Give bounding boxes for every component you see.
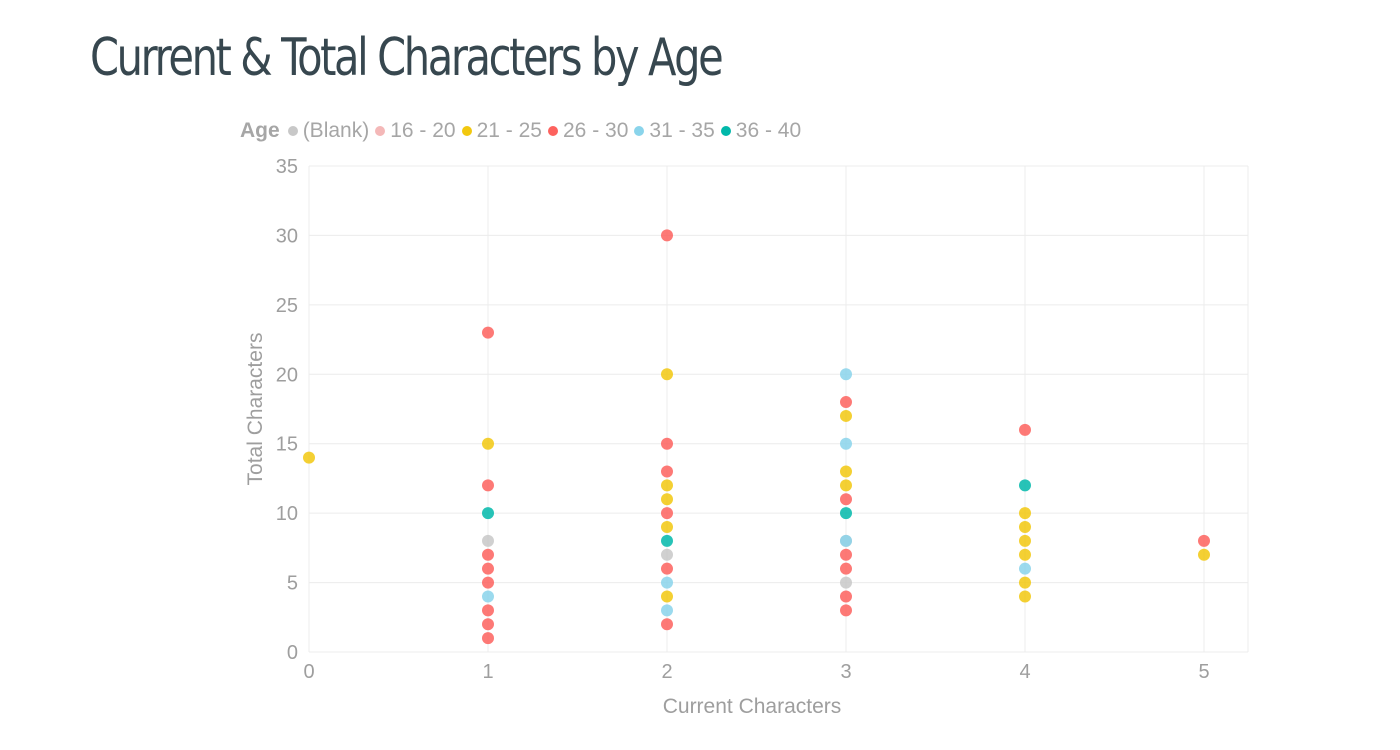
scatter-point[interactable] [1019, 534, 1031, 547]
scatter-point[interactable] [303, 451, 315, 464]
y-tick-label: 25 [276, 295, 298, 317]
y-tick-label: 30 [276, 225, 298, 247]
scatter-point[interactable] [1198, 534, 1210, 547]
grid-layer [308, 165, 1249, 653]
legend-marker-icon [634, 126, 645, 136]
scatter-point[interactable] [1019, 576, 1031, 589]
scatter-point[interactable] [840, 562, 852, 575]
y-tick-label: 15 [276, 434, 298, 456]
scatter-point[interactable] [840, 396, 852, 409]
legend-label: 36 - 40 [735, 119, 802, 142]
scatter-point[interactable] [661, 618, 673, 631]
scatter-point[interactable] [840, 534, 852, 547]
legend-item-26-30[interactable]: 26 - 30 [548, 119, 628, 143]
y-tick-label: 0 [287, 642, 298, 664]
scatter-point[interactable] [482, 507, 494, 520]
scatter-point[interactable] [1019, 562, 1031, 575]
legend-label: 31 - 35 [649, 119, 715, 142]
scatter-point[interactable] [482, 562, 494, 575]
y-tick-label: 35 [276, 156, 298, 178]
scatter-point[interactable] [661, 479, 673, 492]
legend-marker-icon [287, 126, 298, 136]
x-tick-label: 0 [303, 661, 314, 683]
y-tick-label: 20 [276, 364, 298, 386]
legend-marker-icon [548, 126, 558, 136]
x-tick-label: 4 [1019, 661, 1030, 683]
scatter-point[interactable] [482, 604, 494, 617]
legend-label: (Blank) [302, 119, 370, 142]
scatter-point[interactable] [482, 590, 494, 603]
chart-legend: Age (Blank) 16 - 20 21 - 25 26 - 30 31 -… [240, 119, 807, 143]
legend-marker-icon [720, 126, 731, 136]
x-axis-title: Current Characters [663, 695, 842, 718]
scatter-point[interactable] [1019, 507, 1031, 520]
scatter-point[interactable] [840, 507, 852, 520]
tick-layer: 0 5 10 15 20 25 30 35 0 1 2 3 4 5 [276, 156, 1210, 683]
scatter-point[interactable] [840, 493, 852, 506]
x-tick-label: 3 [840, 661, 851, 683]
scatter-point[interactable] [840, 409, 852, 422]
scatter-point[interactable] [482, 576, 494, 589]
scatter-point[interactable] [1019, 521, 1031, 534]
point-layer [303, 229, 1210, 645]
scatter-point[interactable] [482, 437, 494, 450]
scatter-point[interactable] [661, 562, 673, 575]
scatter-point[interactable] [840, 590, 852, 603]
scatter-point[interactable] [661, 534, 673, 547]
scatter-point[interactable] [661, 548, 673, 561]
scatter-point[interactable] [661, 590, 673, 603]
scatter-point[interactable] [482, 326, 494, 339]
legend-item-31-35[interactable]: 31 - 35 [634, 119, 715, 143]
x-tick-label: 2 [661, 661, 672, 683]
scatter-point[interactable] [840, 576, 852, 589]
legend-item-36-40[interactable]: 36 - 40 [720, 119, 802, 143]
legend-item-blank[interactable]: (Blank) [287, 119, 370, 143]
y-axis-title: Total Characters [244, 333, 267, 486]
x-tick-label: 5 [1198, 661, 1209, 683]
scatter-point[interactable] [1019, 590, 1031, 603]
scatter-point[interactable] [661, 576, 673, 589]
scatter-point[interactable] [840, 548, 852, 561]
scatter-point[interactable] [482, 632, 494, 645]
legend-item-21-25[interactable]: 21 - 25 [461, 119, 542, 143]
scatter-point[interactable] [482, 548, 494, 561]
legend-marker-icon [461, 126, 472, 136]
scatter-point[interactable] [661, 368, 673, 381]
scatter-point[interactable] [661, 507, 673, 520]
y-tick-label: 10 [276, 503, 298, 525]
legend-marker-icon [375, 126, 386, 136]
x-tick-label: 1 [482, 661, 493, 683]
scatter-point[interactable] [661, 465, 673, 478]
y-tick-label: 5 [287, 573, 298, 595]
scatter-point[interactable] [840, 604, 852, 617]
scatter-point[interactable] [661, 493, 673, 506]
page-title: Current & Total Characters by Age [90, 28, 724, 88]
scatter-point[interactable] [661, 521, 673, 534]
scatter-point[interactable] [1019, 548, 1031, 561]
legend-label: 16 - 20 [390, 119, 456, 142]
scatter-point[interactable] [1019, 479, 1031, 492]
scatter-point[interactable] [840, 437, 852, 450]
legend-label: 26 - 30 [563, 119, 629, 142]
scatter-point[interactable] [1019, 423, 1031, 436]
scatter-point[interactable] [661, 229, 673, 242]
scatter-point[interactable] [840, 368, 852, 381]
scatter-point[interactable] [840, 479, 852, 492]
scatter-point[interactable] [661, 437, 673, 450]
scatter-point[interactable] [482, 534, 494, 547]
scatter-point[interactable] [1198, 548, 1210, 561]
legend-label: 21 - 25 [476, 119, 542, 142]
legend-item-16-20[interactable]: 16 - 20 [375, 119, 456, 143]
scatter-point[interactable] [482, 479, 494, 492]
legend-title: Age [240, 119, 280, 142]
scatter-point[interactable] [661, 604, 673, 617]
scatter-point[interactable] [840, 465, 852, 478]
scatter-point[interactable] [482, 618, 494, 631]
